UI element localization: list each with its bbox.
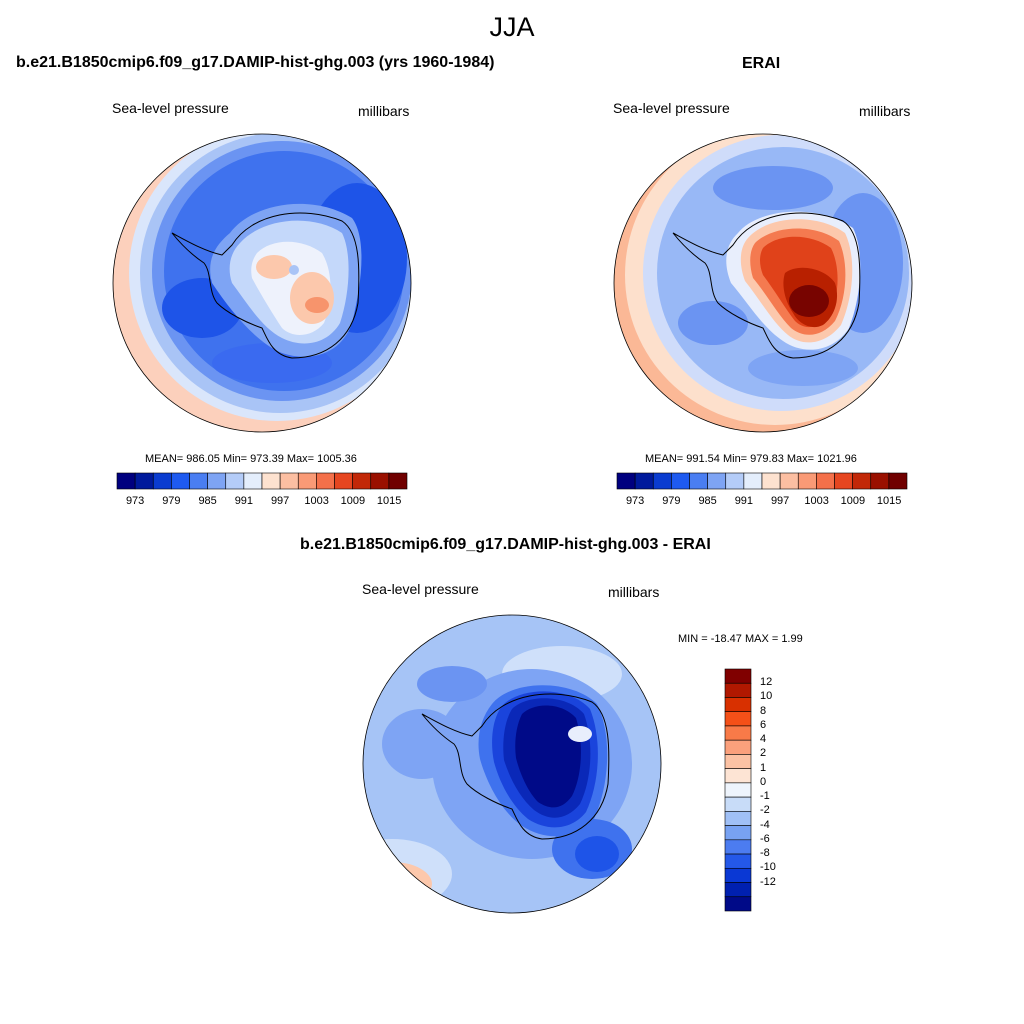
- panel1-colorbar-swatch: [134, 472, 154, 490]
- panel1-colorbar-tick-label: 997: [270, 495, 290, 507]
- panel3-colorbar-swatch: [724, 782, 752, 798]
- panel2-stats: MEAN= 991.54 Min= 979.83 Max= 1021.96: [645, 453, 857, 465]
- panel2-colorbar-swatch: [816, 472, 835, 490]
- panel1-units-label: millibars: [358, 103, 410, 119]
- panel2-colorbar-swatch: [779, 472, 799, 490]
- panel1-colorbar: [116, 472, 408, 490]
- panel1-colorbar-swatch: [297, 472, 317, 490]
- panel3-colorbar-tick-label: -12: [760, 875, 776, 888]
- panel2-colorbar-tick-label: 979: [662, 495, 681, 507]
- panel1-colorbar-swatch: [388, 472, 408, 490]
- panel3-colorbar-swatch: [724, 867, 752, 883]
- panel3-title: b.e21.B1850cmip6.f09_g17.DAMIP-hist-ghg.…: [300, 536, 711, 553]
- panel3-variable-label: Sea-level pressure: [362, 581, 479, 597]
- panel1-colorbar-swatch: [225, 472, 245, 490]
- panel1-colorbar-swatch: [171, 472, 190, 490]
- panel2-colorbar-tick-label: 1015: [876, 495, 902, 507]
- panel3-colorbar-swatch: [724, 668, 752, 684]
- panel1-colorbar-swatch: [261, 472, 281, 490]
- panel3-colorbar-tick-label: -6: [760, 832, 770, 845]
- panel1-colorbar-tick-label: 991: [234, 495, 254, 507]
- panel1-colorbar-swatch: [152, 472, 172, 490]
- panel2-colorbar-tick-label: 997: [770, 495, 790, 507]
- panel3-units-label: millibars: [608, 584, 660, 600]
- panel1-colorbar-tick-label: 973: [125, 495, 145, 507]
- panel3-colorbar-tick-label: 10: [760, 690, 773, 703]
- panel1-colorbar-swatch: [207, 472, 227, 490]
- panel2-colorbar-swatch: [852, 472, 872, 490]
- panel3-colorbar-tick-label: -8: [760, 847, 770, 860]
- panel3-colorbar-swatch: [724, 768, 752, 784]
- panel3-colorbar-swatch: [724, 682, 752, 698]
- panel3-map: [362, 614, 662, 914]
- panel3-colorbar-tick-label: 0: [760, 775, 767, 788]
- panel3-colorbar-swatch: [724, 839, 752, 855]
- panel3-colorbar: [724, 668, 752, 912]
- panel1-colorbar-swatch: [116, 472, 136, 490]
- panel1-colorbar-tick-label: 1003: [304, 495, 329, 507]
- panel3-colorbar-swatch: [724, 697, 752, 713]
- panel3-colorbar-tick-label: -2: [760, 804, 770, 817]
- panel2-map: [613, 133, 913, 433]
- panel2-units-label: millibars: [859, 103, 911, 119]
- panel2-variable-label: Sea-level pressure: [613, 100, 730, 116]
- panel1-colorbar-swatch: [352, 472, 372, 490]
- panel1-colorbar-tick-label: 979: [162, 495, 181, 507]
- panel1-colorbar-swatch: [316, 472, 335, 490]
- panel2-colorbar-tick-label: 1009: [840, 495, 866, 507]
- panel3-colorbar-tick-label: 1: [760, 761, 767, 774]
- panel2-colorbar-swatch: [634, 472, 654, 490]
- panel2-colorbar-swatch: [671, 472, 690, 490]
- panel1-colorbar-swatch: [370, 472, 390, 490]
- panel1-stats: MEAN= 986.05 Min= 973.39 Max= 1005.36: [145, 453, 357, 465]
- panel1-colorbar-tick-label: 1015: [376, 495, 402, 507]
- panel2-colorbar-swatch: [707, 472, 727, 490]
- panel2-colorbar-swatch: [652, 472, 672, 490]
- panel1-colorbar-tick-label: 985: [198, 495, 217, 507]
- panel2-colorbar-swatch: [761, 472, 781, 490]
- panel3-colorbar-tick-label: 6: [760, 718, 767, 731]
- panel2-colorbar-swatch: [870, 472, 890, 490]
- panel3-colorbar-tick-label: -4: [760, 818, 770, 831]
- figure-title: JJA: [489, 12, 535, 42]
- panel2-colorbar-swatch: [616, 472, 636, 490]
- panel3-colorbar-tick-label: -1: [760, 790, 770, 803]
- panel3-colorbar-tick-label: 8: [760, 704, 767, 717]
- panel3-colorbar-swatch: [724, 882, 752, 898]
- panel1-colorbar-swatch: [279, 472, 299, 490]
- panel2-colorbar-tick-label: 1003: [804, 495, 829, 507]
- panel3-colorbar-swatch: [724, 711, 752, 727]
- panel3-colorbar-tick-label: 2: [760, 747, 767, 760]
- panel2-colorbar: [616, 472, 908, 490]
- panel2-colorbar-swatch: [797, 472, 817, 490]
- panel3-colorbar-tick-label: 12: [760, 676, 773, 689]
- panel3-stats: MIN = -18.47 MAX = 1.99: [678, 633, 803, 645]
- panel1-map: [112, 133, 412, 433]
- panel3-colorbar-swatch: [724, 825, 752, 841]
- panel3-colorbar-swatch: [724, 853, 752, 869]
- panel3-colorbar-swatch: [724, 811, 752, 826]
- panel2-colorbar-tick-label: 985: [698, 495, 717, 507]
- panel2-colorbar-swatch: [689, 472, 708, 490]
- panel3-colorbar-swatch: [724, 754, 752, 769]
- panel2-colorbar-swatch: [834, 472, 853, 490]
- panel2-colorbar-swatch: [888, 472, 908, 490]
- panel3-colorbar-swatch: [724, 896, 752, 912]
- panel1-variable-label: Sea-level pressure: [112, 100, 229, 116]
- panel3-colorbar-swatch: [724, 796, 752, 812]
- panel1-colorbar-tick-label: 1009: [340, 495, 366, 507]
- panel3-colorbar-tick-label: 4: [760, 733, 767, 746]
- panel2-colorbar-swatch: [725, 472, 745, 490]
- panel3-colorbar-swatch: [724, 725, 752, 741]
- panel2-colorbar-swatch: [743, 472, 763, 490]
- panel1-colorbar-swatch: [243, 472, 263, 490]
- panel1-colorbar-swatch: [189, 472, 208, 490]
- panel3-colorbar-swatch: [724, 739, 752, 755]
- panel2-colorbar-tick-label: 973: [625, 495, 645, 507]
- panel1-colorbar-swatch: [334, 472, 353, 490]
- panel1-title: b.e21.B1850cmip6.f09_g17.DAMIP-hist-ghg.…: [16, 54, 495, 71]
- panel3-colorbar-tick-label: -10: [760, 861, 776, 874]
- panel2-colorbar-tick-label: 991: [734, 495, 754, 507]
- panel2-title: ERAI: [742, 55, 781, 72]
